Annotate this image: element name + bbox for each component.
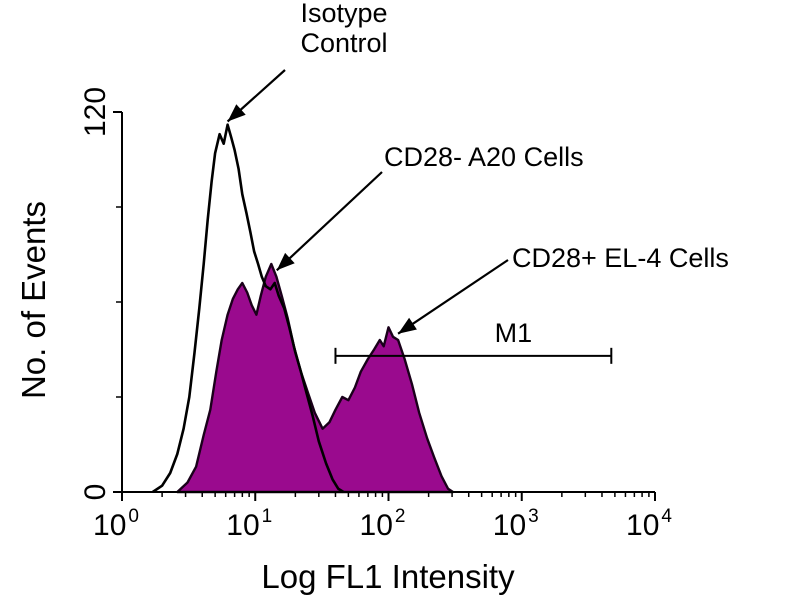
annotation-arrow-head-0 xyxy=(227,104,246,122)
annotation-arrow-shaft-2 xyxy=(397,259,509,335)
annotation-label-2: CD28+ EL-4 Cells xyxy=(512,243,729,273)
axes: 10 0 10 1 10 2 10 3 10 4 0 120 xyxy=(79,87,672,542)
plot-area xyxy=(151,123,455,494)
marker-m1-label: M1 xyxy=(495,318,533,348)
x-tick-label: 10 4 xyxy=(626,506,672,542)
annotation-arrow-head-1 xyxy=(276,252,295,271)
x-tick-label: 10 0 xyxy=(93,506,139,542)
annotation-arrow-shaft-1 xyxy=(276,171,383,272)
histogram-filled-series-0 xyxy=(176,262,455,494)
y-tick-label: 120 xyxy=(79,87,112,137)
annotation-label-1: CD28- A20 Cells xyxy=(384,142,584,172)
annotation-label-0: Control xyxy=(300,28,387,58)
x-tick-label: 10 2 xyxy=(360,506,406,542)
y-tick-label: 0 xyxy=(79,484,112,501)
annotation-arrow-head-2 xyxy=(398,317,417,334)
annotation-label-0: Isotype xyxy=(300,0,387,28)
histogram-outline-series-1 xyxy=(151,123,345,494)
x-tick-label: 10 1 xyxy=(226,506,272,542)
x-axis-title: Log FL1 Intensity xyxy=(261,558,515,595)
y-axis-title: No. of Events xyxy=(15,201,52,399)
x-tick-label: 10 3 xyxy=(493,506,539,542)
